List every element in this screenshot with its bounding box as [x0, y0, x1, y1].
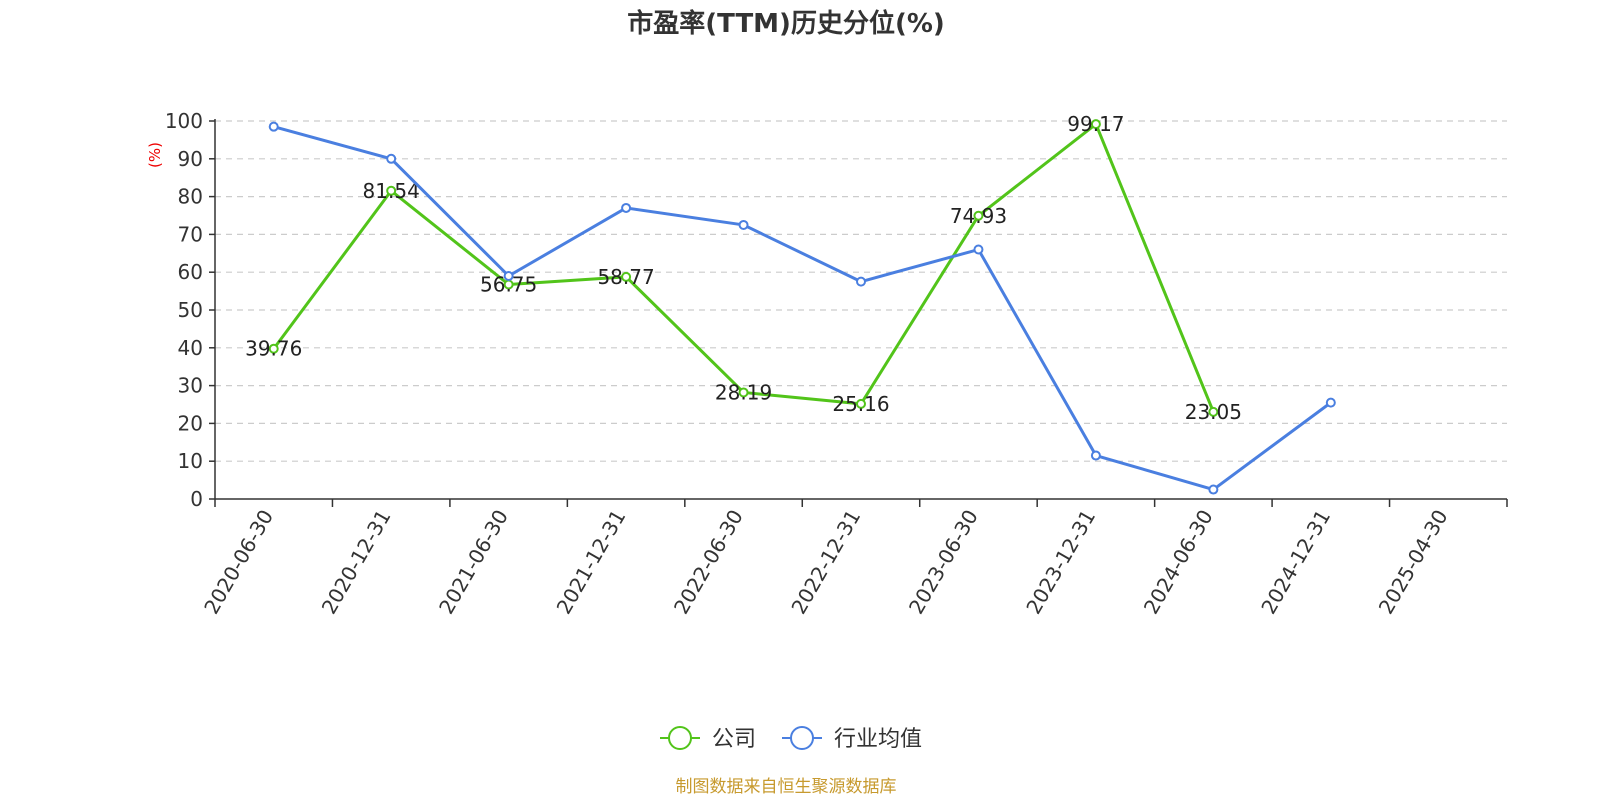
data-point[interactable] — [1325, 397, 1336, 408]
data-point[interactable] — [856, 276, 866, 287]
y-axis-label: (%) — [146, 142, 164, 168]
data-label: 25.16 — [832, 392, 889, 416]
series-line — [272, 122, 1215, 413]
y-tick-label: 40 — [178, 336, 203, 360]
data-point[interactable] — [268, 121, 279, 132]
data-label: 99.17 — [1067, 112, 1124, 136]
x-tick-label: 2022-12-31 — [786, 506, 865, 619]
legend-item-1[interactable]: 行业均值 — [782, 726, 922, 752]
data-point[interactable] — [386, 185, 397, 196]
data-point[interactable] — [1208, 484, 1219, 495]
y-tick-labels: 0 10 20 30 40 50 60 70 80 90 100 — [165, 109, 203, 511]
x-tick-label: 2021-12-31 — [552, 506, 631, 619]
legend-label: 公司 — [712, 727, 756, 752]
legend-marker — [668, 726, 692, 750]
data-point[interactable] — [621, 271, 632, 282]
data-label: 39.76 — [245, 337, 302, 361]
data-point[interactable] — [621, 202, 632, 213]
data-label: 74.93 — [950, 204, 1007, 228]
y-tick-label: 80 — [178, 185, 203, 209]
data-point[interactable] — [738, 387, 749, 398]
data-point[interactable] — [386, 153, 397, 164]
data-point[interactable] — [268, 343, 279, 354]
y-tick-label: 60 — [178, 260, 203, 284]
y-tick-label: 10 — [178, 449, 203, 473]
data-point[interactable] — [973, 244, 984, 255]
x-tick-label: 2023-12-31 — [1021, 506, 1100, 619]
source-note: 制图数据来自恒生聚源数据库 — [676, 777, 897, 797]
legend-label: 行业均值 — [834, 727, 922, 752]
data-label: 28.19 — [715, 380, 772, 404]
legend[interactable]: 公司 行业均值 — [660, 726, 922, 752]
legend-item-0[interactable]: 公司 — [660, 726, 756, 752]
data-point[interactable] — [973, 210, 984, 221]
legend-marker — [790, 726, 814, 750]
data-label: 23.05 — [1185, 400, 1242, 424]
x-tick-label: 2023-06-30 — [904, 506, 983, 619]
x-tick-labels: 2020-06-30 2020-12-31 2021-06-30 2021-12-31… — [199, 506, 1452, 619]
data-label: 58.77 — [597, 265, 654, 289]
x-tick-label: 2025-04-30 — [1374, 506, 1453, 619]
data-point[interactable] — [738, 219, 749, 230]
x-tick-label: 2024-12-31 — [1256, 506, 1335, 619]
x-tick-label: 2021-06-30 — [434, 506, 513, 619]
chart-title: 市盈率(TTM)历史分位(%) — [627, 8, 945, 39]
y-tick-label: 100 — [165, 109, 203, 133]
series-1 — [268, 121, 1336, 495]
data-point[interactable] — [856, 398, 866, 409]
x-tick-label: 2024-06-30 — [1139, 506, 1218, 619]
x-tick-label: 2020-06-30 — [199, 506, 278, 619]
data-point[interactable] — [503, 270, 514, 281]
axes — [209, 119, 1508, 507]
x-tick-label: 2022-06-30 — [669, 506, 748, 619]
data-label: 81.54 — [363, 179, 420, 203]
data-point[interactable] — [1090, 450, 1101, 461]
y-tick-label: 90 — [178, 147, 203, 171]
data-point[interactable] — [1208, 406, 1219, 417]
y-tick-label: 50 — [178, 298, 203, 322]
x-tick-label: 2020-12-31 — [317, 506, 396, 619]
y-tick-label: 20 — [178, 411, 203, 435]
data-point[interactable] — [1090, 119, 1101, 130]
y-tick-label: 0 — [190, 487, 203, 511]
series-line — [273, 125, 1332, 492]
y-tick-label: 70 — [178, 222, 203, 246]
y-tick-label: 30 — [178, 374, 203, 398]
